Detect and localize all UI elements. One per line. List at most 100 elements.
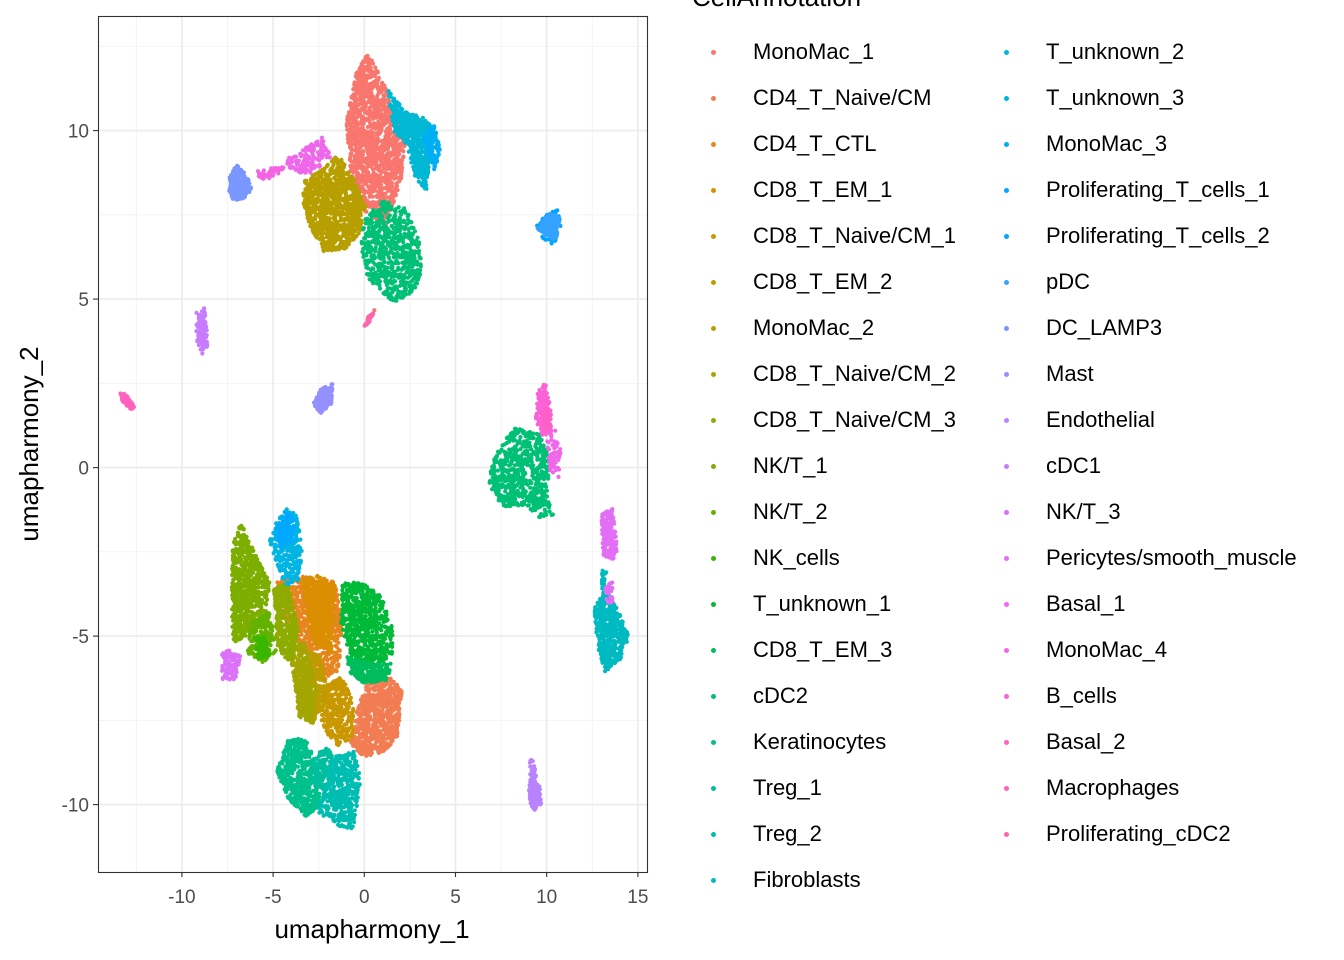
data-point [340, 217, 346, 222]
data-point [320, 217, 326, 222]
data-point [353, 121, 358, 126]
data-point [349, 114, 354, 119]
data-point [379, 81, 385, 86]
data-point [367, 105, 372, 110]
data-point [305, 598, 310, 603]
data-point [318, 605, 323, 610]
data-point [355, 156, 360, 161]
data-point [329, 238, 335, 243]
data-point [323, 644, 328, 649]
data-point [333, 629, 338, 634]
data-point [305, 611, 310, 617]
data-point [307, 581, 312, 586]
data-point [348, 695, 353, 700]
data-point [394, 181, 399, 186]
data-point [377, 696, 382, 701]
data-point [341, 231, 346, 237]
data-point [371, 123, 376, 128]
data-point [372, 695, 377, 701]
data-point [317, 582, 322, 587]
data-point [391, 686, 396, 692]
data-point [351, 217, 356, 222]
data-point [354, 90, 360, 95]
data-point [323, 712, 328, 718]
data-point [326, 193, 331, 198]
data-point [322, 636, 327, 641]
data-point [392, 696, 397, 701]
data-point [366, 163, 371, 168]
data-point [367, 747, 372, 752]
data-point [352, 186, 357, 191]
data-point [323, 185, 328, 190]
data-point [345, 230, 350, 235]
data-point [385, 187, 390, 192]
data-point [372, 743, 377, 748]
data-point [363, 699, 368, 704]
data-point [366, 179, 371, 184]
data-point [320, 167, 325, 172]
data-point [398, 692, 403, 697]
data-point [328, 169, 333, 174]
data-point [372, 151, 377, 156]
data-point [309, 612, 314, 618]
data-point [337, 648, 342, 653]
data-point [386, 150, 392, 155]
data-point [378, 196, 384, 201]
data-point [357, 198, 362, 203]
data-point [354, 140, 359, 146]
data-point [335, 245, 340, 250]
data-point [388, 720, 394, 725]
data-point [351, 96, 357, 102]
data-point [363, 708, 368, 713]
data-point [334, 711, 339, 717]
data-point [336, 700, 341, 705]
data-point [331, 183, 337, 188]
data-point [379, 138, 384, 144]
data-point [364, 74, 369, 79]
data-point [322, 679, 328, 684]
data-point [360, 165, 365, 170]
data-point [325, 662, 330, 667]
data-point [299, 632, 304, 637]
data-point [366, 69, 371, 74]
data-point [321, 611, 326, 616]
data-point [356, 132, 361, 137]
data-point [394, 175, 399, 180]
data-point [306, 637, 311, 643]
data-point [356, 69, 361, 75]
data-point [343, 738, 348, 743]
data-point [334, 718, 339, 723]
data-point [354, 104, 359, 109]
data-point [375, 78, 381, 83]
data-point [336, 169, 341, 174]
data-point [338, 192, 343, 197]
data-point [319, 188, 324, 193]
data-point [295, 599, 300, 604]
data-point [355, 225, 360, 230]
data-point [354, 743, 359, 748]
data-point [329, 600, 334, 605]
data-point [327, 605, 332, 610]
data-point [370, 167, 375, 172]
data-point [347, 219, 352, 224]
data-point [386, 134, 391, 139]
data-point [373, 179, 378, 184]
data-point [330, 593, 335, 598]
data-point [326, 732, 331, 737]
data-point [394, 722, 399, 727]
data-point [317, 599, 322, 605]
data-point [367, 158, 373, 163]
data-point [392, 705, 397, 710]
data-point [364, 145, 369, 151]
data-point [374, 173, 379, 178]
data-point [394, 146, 399, 151]
data-point [381, 93, 386, 98]
data-point [374, 194, 380, 199]
data-point [325, 208, 330, 213]
data-point [376, 730, 381, 735]
data-point [315, 701, 320, 706]
data-point [395, 701, 400, 706]
data-point [306, 606, 311, 611]
data-point [368, 151, 373, 157]
data-point [384, 112, 389, 117]
